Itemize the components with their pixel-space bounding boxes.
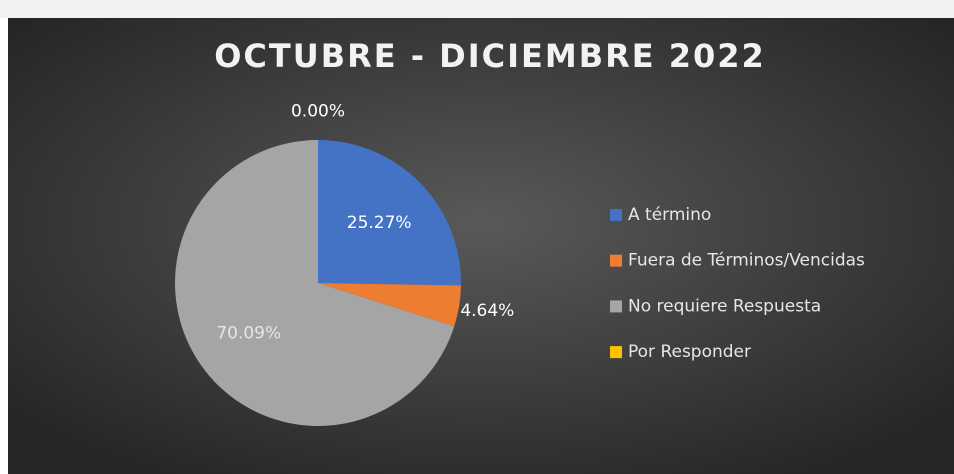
pie-slice [175,140,455,426]
legend-swatch [610,346,622,359]
chart-title: OCTUBRE - DICIEMBRE 2022 [214,37,766,75]
chart-background [8,18,954,474]
data-label: 4.64% [460,301,514,321]
legend-swatch [610,300,622,313]
data-label: 0.00% [291,101,345,121]
data-label: 70.09% [216,324,281,344]
legend-swatch [610,254,622,267]
legend-label: Fuera de Términos/Vencidas [628,251,865,271]
top-strip [0,0,954,18]
legend-label: A término [628,205,711,225]
pie-slice [318,283,461,327]
legend-label: Por Responder [628,342,751,362]
legend-label: No requiere Respuesta [628,296,821,316]
legend-swatch [610,209,622,221]
data-label: 25.27% [347,213,412,233]
pie-slice [318,140,461,286]
